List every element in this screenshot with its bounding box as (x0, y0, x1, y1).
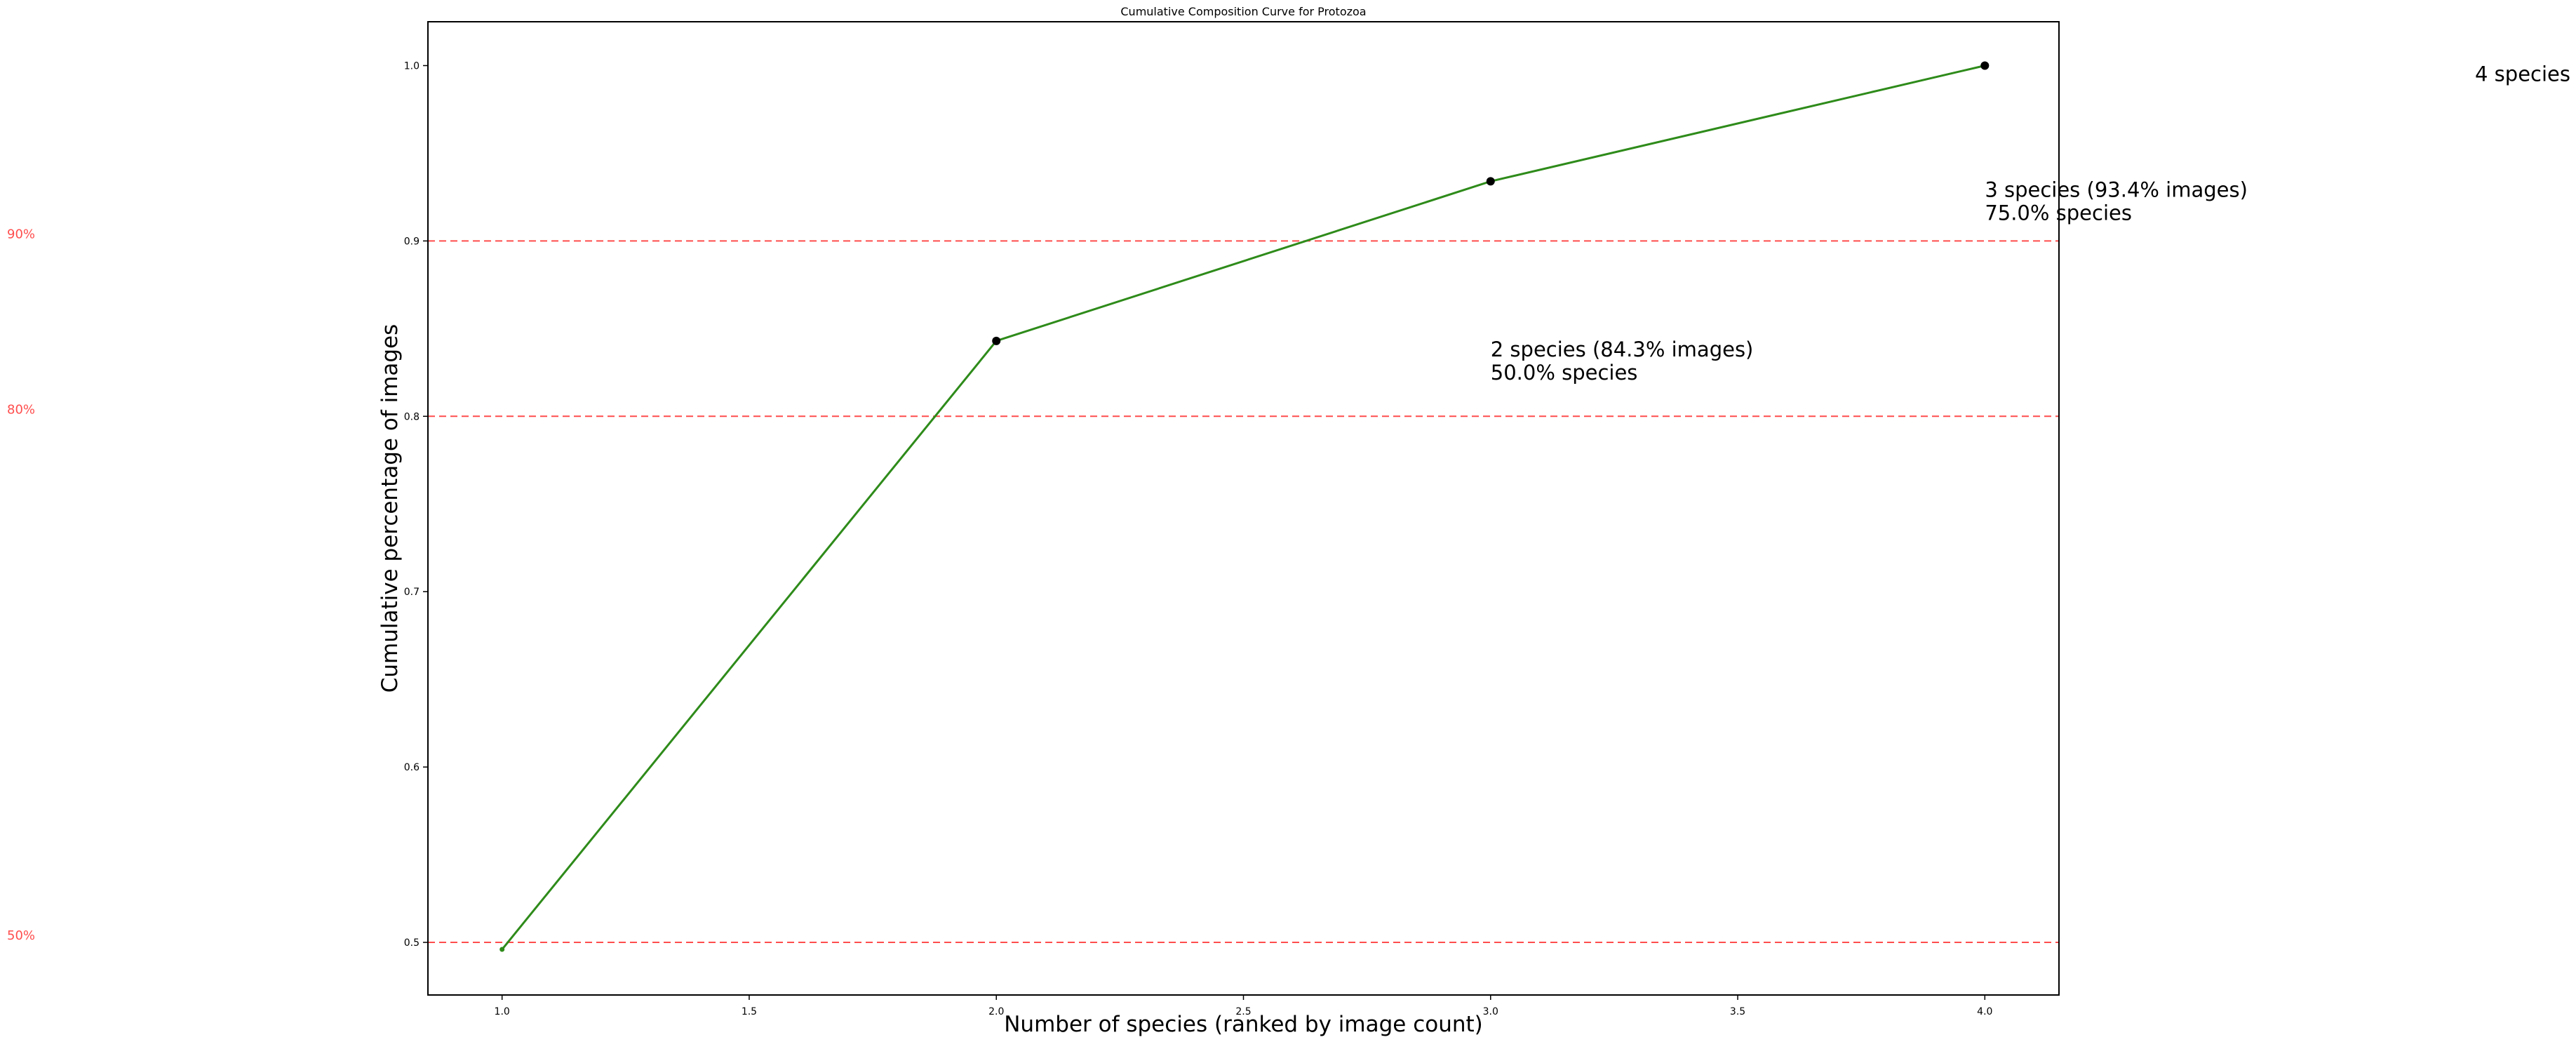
annotations: 2 species (84.3% images)50.0% species 3 s… (1491, 62, 2570, 384)
reference-line-label: 90% (7, 227, 35, 241)
x-tick-label: 3.0 (1483, 1006, 1498, 1017)
reference-line-label: 80% (7, 402, 35, 417)
annotation-text: 50.0% species (1491, 361, 1638, 385)
x-tick-label: 2.0 (988, 1006, 1004, 1017)
x-axis-ticks: 1.0 1.5 2.0 2.5 3.0 3.5 4.0 (495, 995, 1992, 1017)
y-tick-label: 1.0 (404, 60, 420, 72)
data-point (992, 336, 1001, 345)
y-axis-ticks: 0.5 0.6 0.7 0.8 0.9 1.0 (404, 60, 428, 949)
series-layer (499, 61, 1990, 952)
annotation-text: 75.0% species (1985, 201, 2132, 225)
reference-lines: 90% 80% 50% (7, 227, 2059, 944)
x-axis-label: Number of species (ranked by image count… (1004, 1012, 1483, 1037)
x-tick-label: 1.5 (742, 1006, 757, 1017)
data-point (1980, 61, 1990, 70)
annotation-text: 3 species (93.4% images) (1985, 178, 2248, 201)
x-tick-label: 3.5 (1730, 1006, 1745, 1017)
y-tick-label: 0.7 (404, 587, 420, 598)
y-tick-label: 0.9 (404, 236, 420, 247)
x-tick-label: 2.5 (1235, 1006, 1251, 1017)
data-point-start (499, 947, 505, 952)
x-tick-label: 4.0 (1977, 1006, 1992, 1017)
annotation-text: 4 species (2475, 62, 2570, 86)
series-line (501, 65, 1985, 950)
data-point (1486, 177, 1495, 186)
chart-title: Cumulative Composition Curve for Protozo… (1120, 5, 1366, 18)
y-axis-label: Cumulative percentage of images (377, 324, 403, 693)
y-tick-label: 0.5 (404, 937, 420, 949)
y-tick-label: 0.6 (404, 762, 420, 773)
annotation-text: 2 species (84.3% images) (1491, 338, 1754, 361)
x-tick-label: 1.0 (495, 1006, 510, 1017)
y-tick-label: 0.8 (404, 411, 420, 422)
reference-line-label: 50% (7, 928, 35, 943)
